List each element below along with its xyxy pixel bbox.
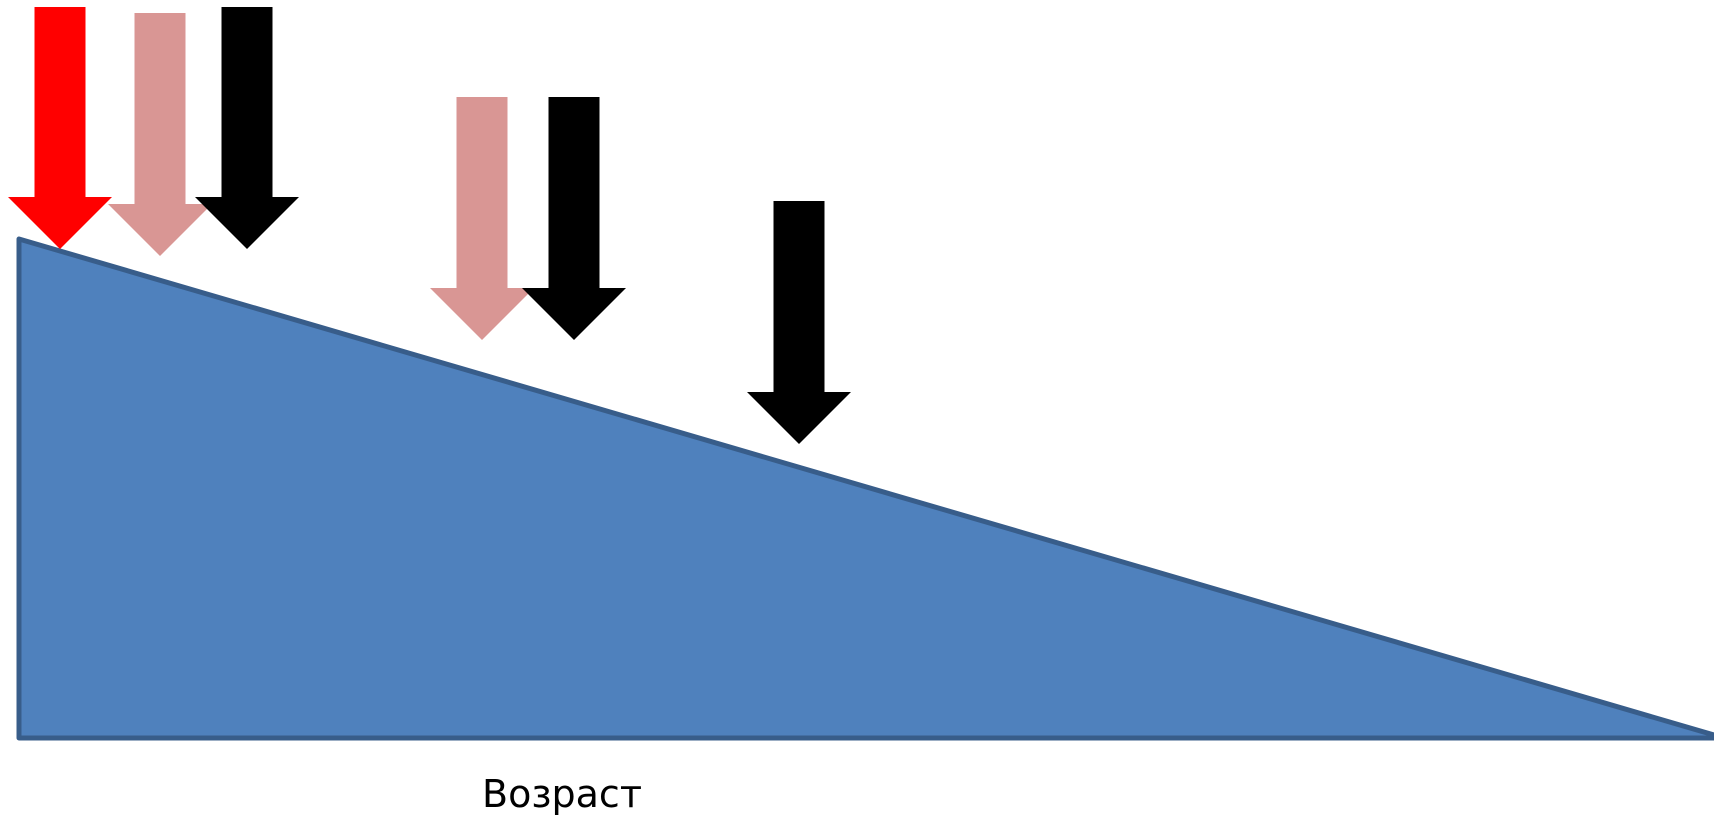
arrow-red-down-1-icon [8, 7, 112, 249]
decreasing-wedge [16, 236, 1714, 741]
arrow-pink-down-1-icon [108, 13, 212, 256]
arrows-group [8, 7, 851, 444]
arrow-black-down-2-icon [522, 97, 626, 340]
arrow-black-down-3-icon [747, 201, 851, 444]
arrow-pink-down-2-icon [430, 97, 534, 340]
axis-label-age: Возраст [482, 772, 642, 816]
arrow-black-down-1-icon [195, 7, 299, 249]
